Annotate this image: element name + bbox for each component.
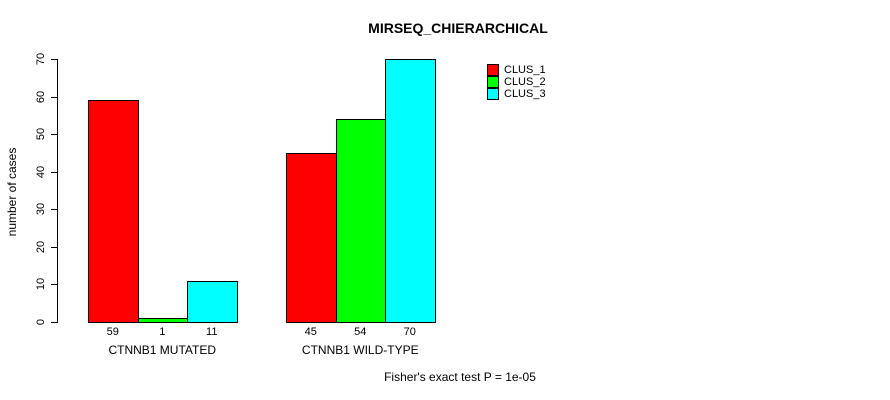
category-label: CTNNB1 WILD-TYPE bbox=[301, 343, 419, 357]
y-axis-line bbox=[57, 59, 58, 323]
bar-value-label: 11 bbox=[206, 326, 218, 338]
legend-label-clus-3: CLUS_3 bbox=[504, 88, 546, 100]
y-axis-tick bbox=[51, 134, 57, 136]
legend-item: CLUS_2 bbox=[487, 76, 546, 88]
legend-item: CLUS_3 bbox=[487, 88, 546, 100]
bar-clus_3-2 bbox=[385, 59, 436, 323]
bar-clus_2-1 bbox=[137, 318, 188, 323]
legend-swatch-clus-2 bbox=[487, 76, 499, 88]
legend-label-clus-2: CLUS_2 bbox=[504, 76, 546, 88]
category-label: CTNNB1 MUTATED bbox=[108, 343, 217, 357]
bar-value-label: 54 bbox=[354, 326, 367, 338]
legend-item: CLUS_1 bbox=[487, 64, 546, 76]
y-axis-tick bbox=[51, 96, 57, 98]
bar-clus_2-2 bbox=[335, 119, 386, 323]
legend: CLUS_1 CLUS_2 CLUS_3 bbox=[487, 64, 546, 100]
bar-clus_1-1 bbox=[88, 100, 139, 323]
y-axis-tick bbox=[51, 209, 57, 211]
bar-clus_1-2 bbox=[286, 152, 337, 323]
y-axis-tick-label: 30 bbox=[35, 203, 47, 216]
y-axis-tick-label: 60 bbox=[35, 90, 47, 103]
bar-value-label: 70 bbox=[403, 326, 416, 338]
bar-value-label: 59 bbox=[106, 326, 119, 338]
bar-clus_3-1 bbox=[187, 280, 238, 323]
bar-value-label: 45 bbox=[304, 326, 317, 338]
y-axis-tick-label: 10 bbox=[35, 278, 47, 291]
y-axis-tick-label: 40 bbox=[35, 165, 47, 178]
legend-swatch-clus-1 bbox=[487, 64, 499, 76]
y-axis-tick-label: 20 bbox=[35, 240, 47, 253]
legend-swatch-clus-3 bbox=[487, 88, 499, 100]
y-axis-tick-label: 0 bbox=[35, 318, 47, 326]
y-axis-tick bbox=[51, 59, 57, 60]
chart-title: MIRSEQ_CHIERARCHICAL bbox=[368, 20, 548, 36]
y-axis-tick-label: 70 bbox=[35, 52, 47, 66]
y-axis-tick bbox=[51, 246, 57, 248]
y-axis-tick-label: 50 bbox=[35, 128, 47, 141]
y-axis-tick bbox=[51, 322, 57, 323]
bar-value-label: 1 bbox=[159, 326, 166, 338]
y-axis-tick bbox=[51, 171, 57, 173]
y-axis-tick bbox=[51, 284, 57, 286]
annotation-text: Fisher's exact test P = 1e-05 bbox=[384, 370, 536, 384]
legend-label-clus-1: CLUS_1 bbox=[504, 64, 546, 76]
